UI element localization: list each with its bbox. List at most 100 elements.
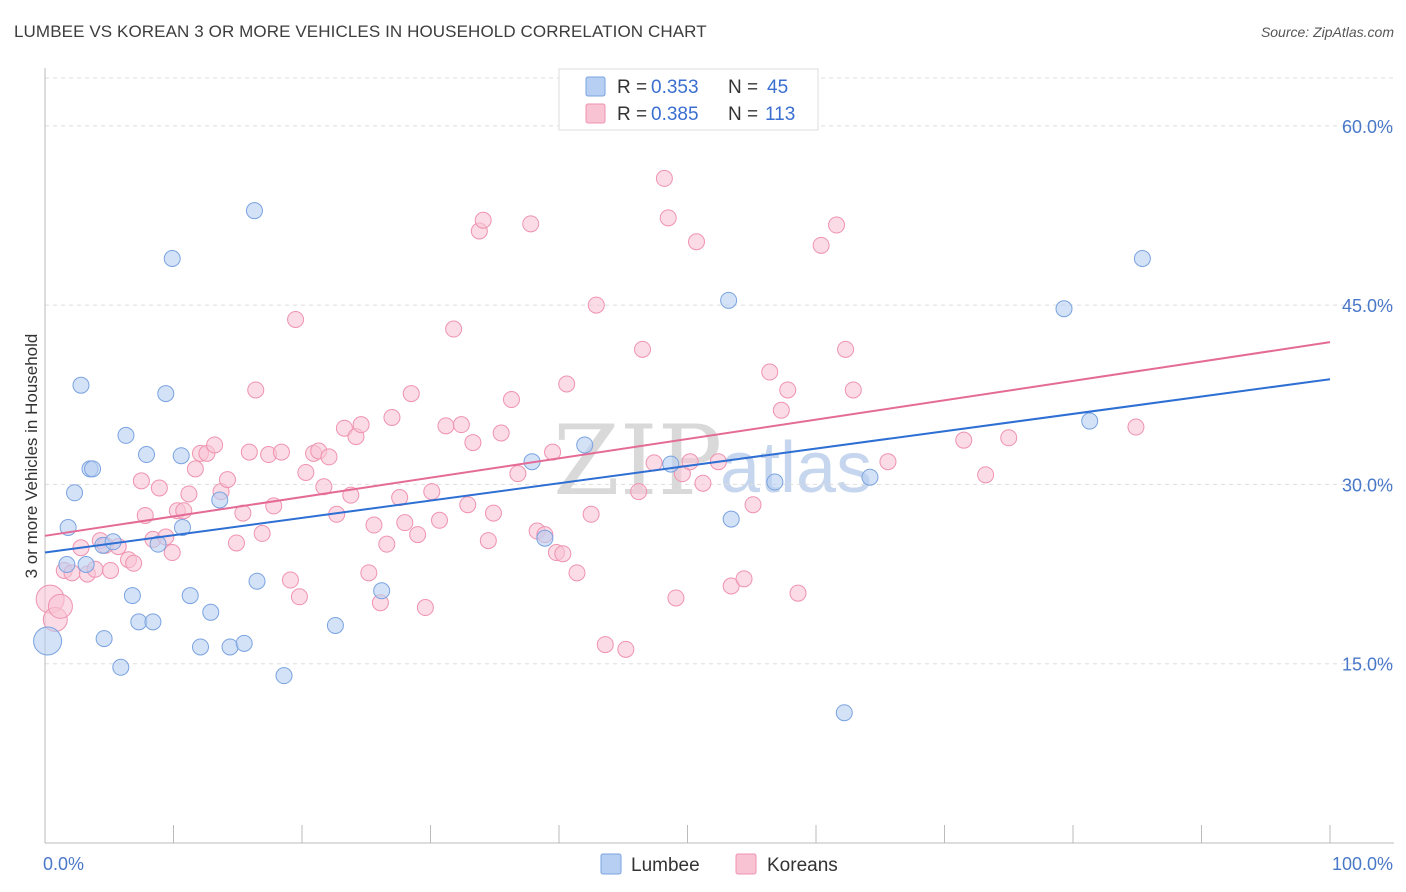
lumbee-point xyxy=(181,587,199,605)
lumbee-point xyxy=(144,613,162,631)
y-tick-label: 30.0% xyxy=(1342,475,1393,495)
bottom-legend-label-koreans: Koreans xyxy=(767,855,838,876)
trend-lines xyxy=(44,341,1331,554)
korean-point xyxy=(464,434,482,452)
korean-point xyxy=(315,478,333,496)
lumbee-point xyxy=(172,447,190,465)
korean-point xyxy=(102,561,120,579)
lumbee-point xyxy=(211,491,229,509)
korean-point xyxy=(290,588,308,606)
korean-point xyxy=(335,419,353,437)
korean-trend-line xyxy=(44,341,1331,537)
lumbee-point xyxy=(149,535,167,553)
grid-lines xyxy=(45,77,1394,665)
korean-point xyxy=(409,526,427,544)
korean-point xyxy=(396,514,414,532)
lumbee-point xyxy=(117,426,135,444)
korean-point xyxy=(659,209,677,227)
lumbee-point xyxy=(722,510,740,528)
korean-point xyxy=(554,545,572,563)
tick-labels: 15.0% 30.0% 45.0% 60.0% 0.0% 100.0% xyxy=(43,117,1393,874)
lumbee-point xyxy=(235,634,253,652)
korean-point xyxy=(789,584,807,602)
bottom-legend-swatch-koreans xyxy=(735,853,757,875)
y-tick-label: 60.0% xyxy=(1342,117,1393,137)
korean-point xyxy=(587,296,605,314)
legend-n-value-koreans: 113 xyxy=(765,104,795,125)
x-tick-label: 100.0% xyxy=(1332,854,1393,874)
lumbee-point xyxy=(536,529,554,547)
korean-point xyxy=(977,466,995,484)
lumbee-point xyxy=(33,626,63,656)
lumbee-point xyxy=(326,616,344,634)
korean-point xyxy=(837,340,855,358)
korean-point xyxy=(163,544,181,562)
korean-point xyxy=(509,465,527,483)
legend-r-label-lumbee: R = xyxy=(617,77,647,98)
data-points xyxy=(33,169,1151,722)
korean-point xyxy=(445,320,463,338)
lumbee-point xyxy=(275,667,293,685)
lumbee-point xyxy=(72,376,90,394)
lumbee-point xyxy=(191,638,209,656)
korean-point xyxy=(761,363,779,381)
korean-point xyxy=(667,589,685,607)
lumbee-point xyxy=(202,603,220,621)
korean-point xyxy=(844,381,862,399)
lumbee-point xyxy=(123,587,141,605)
korean-point xyxy=(828,216,846,234)
bottom-legend-label-lumbee: Lumbee xyxy=(631,855,700,876)
lumbee-point xyxy=(138,446,156,464)
korean-point xyxy=(352,416,370,434)
korean-point xyxy=(630,483,648,501)
korean-point xyxy=(125,554,143,572)
korean-point xyxy=(582,505,600,523)
lumbee-point xyxy=(861,468,879,486)
source-note: Source: ZipAtlas.com xyxy=(1260,24,1394,40)
korean-point xyxy=(437,417,455,435)
korean-point xyxy=(281,571,299,589)
lumbee-point xyxy=(112,658,130,676)
korean-point xyxy=(287,310,305,328)
korean-point xyxy=(655,169,673,187)
korean-point xyxy=(955,431,973,449)
lumbee-point xyxy=(835,704,853,722)
lumbee-point xyxy=(66,484,84,502)
korean-point xyxy=(1000,429,1018,447)
korean-point xyxy=(240,443,258,461)
lumbee-point xyxy=(95,630,113,648)
y-tick-label: 45.0% xyxy=(1342,296,1393,316)
lumbee-point xyxy=(1081,412,1099,430)
legend: R = 0.353 N = 45 R = 0.385 N = 113 xyxy=(558,68,819,131)
korean-point xyxy=(1127,418,1145,436)
korean-point xyxy=(297,463,315,481)
korean-point xyxy=(459,496,477,514)
lumbee-point xyxy=(720,291,738,309)
lumbee-point xyxy=(77,555,95,573)
korean-point xyxy=(735,570,753,588)
korean-point xyxy=(812,236,830,254)
korean-point xyxy=(744,496,762,514)
korean-point xyxy=(132,472,150,490)
korean-point xyxy=(879,453,897,471)
korean-point xyxy=(253,524,271,542)
legend-n-label-koreans: N = xyxy=(728,104,758,125)
legend-r-label-koreans: R = xyxy=(617,104,647,125)
lumbee-point xyxy=(248,572,266,590)
legend-swatch-lumbee xyxy=(585,76,606,97)
korean-point xyxy=(218,471,236,489)
lumbee-point xyxy=(766,473,784,491)
lumbee-point xyxy=(373,582,391,600)
chart-title: LUMBEE VS KOREAN 3 OR MORE VEHICLES IN H… xyxy=(14,22,707,41)
korean-point xyxy=(430,511,448,529)
korean-point xyxy=(522,215,540,233)
korean-point xyxy=(722,577,740,595)
axes xyxy=(44,68,1394,844)
korean-point xyxy=(617,640,635,658)
korean-point xyxy=(47,593,73,619)
korean-point xyxy=(227,534,245,552)
korean-point xyxy=(360,564,378,582)
lumbee-point xyxy=(245,202,263,220)
korean-point xyxy=(474,211,492,229)
